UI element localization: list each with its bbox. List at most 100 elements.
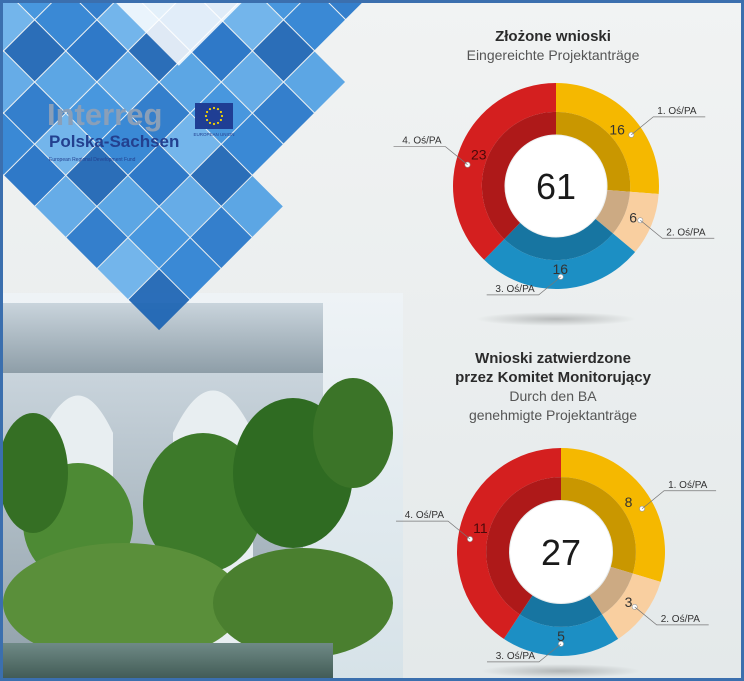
- eu-star: [219, 110, 223, 114]
- logo-diamond: [86, 3, 271, 66]
- callout-label: 3. Oś/PA: [495, 284, 535, 295]
- chart2-shadow: [481, 664, 641, 678]
- chart2-title-de-2: genehmigte Projektanträge: [468, 407, 638, 423]
- mosaic-tile: [159, 238, 221, 300]
- donut-total: 61: [536, 166, 576, 207]
- callout-line: [393, 146, 468, 165]
- callout-line: [631, 116, 706, 136]
- mosaic-tile: [159, 176, 221, 237]
- eu-star: [216, 121, 220, 125]
- donut-slice: [453, 83, 556, 260]
- donut-slice-inner: [519, 595, 603, 627]
- donut-value-label: 23: [471, 147, 487, 163]
- donut-slice-inner: [486, 477, 561, 615]
- mosaic-tile: [66, 207, 128, 268]
- eu-star: [220, 114, 224, 118]
- mosaic-tile: [4, 144, 66, 206]
- chart2-title: Wnioski zatwierdzone przez Komitet Monit…: [403, 349, 703, 425]
- mosaic-tile: [97, 51, 159, 113]
- mosaic-tile: [97, 113, 159, 175]
- mosaic-tile: [35, 113, 97, 175]
- mosaic-tile: [128, 82, 190, 144]
- mosaic-tile: [253, 3, 314, 20]
- eu-flag-icon: [195, 103, 233, 129]
- donut-value-label: 5: [557, 628, 565, 644]
- donut-slice-inner: [589, 566, 633, 615]
- donut-value-label: 11: [473, 520, 488, 536]
- mosaic-tile: [66, 20, 128, 82]
- mosaic-tile: [4, 82, 66, 144]
- chart1-title-de: Eingereichte Projektanträge: [466, 47, 640, 63]
- chart1-donut: 16 1. Oś/PA 6 2. Oś/PA 16 3. Oś/PA 23 4. Oś/PA 6…: [393, 83, 715, 296]
- mosaic-tile: [66, 3, 128, 20]
- callout-line: [641, 490, 717, 510]
- chart2-title-pl-1: Wnioski zatwierdzone: [475, 350, 631, 367]
- mosaic-tile: [221, 113, 283, 175]
- callout-label: 2. Oś/PA: [661, 614, 701, 625]
- mosaic-tile: [3, 3, 34, 51]
- donut-slice-inner: [556, 111, 631, 192]
- trees: [3, 378, 393, 663]
- mosaic-tile: [159, 51, 221, 113]
- mosaic-tile: [128, 269, 190, 331]
- donut-value-label: 8: [625, 494, 633, 510]
- donut-slice: [612, 191, 659, 252]
- chart1-shadow: [476, 312, 636, 326]
- mosaic-tile: [221, 176, 283, 237]
- mosaic-tile: [66, 144, 128, 206]
- callout-line: [396, 520, 471, 540]
- eu-star: [204, 114, 208, 118]
- callout-line: [634, 606, 709, 626]
- donut-center: [510, 501, 612, 603]
- donut-charts: 16 1. Oś/PA 6 2. Oś/PA 16 3. Oś/PA 23 4. Oś/PA 6…: [393, 83, 717, 678]
- mosaic-tile: [66, 82, 128, 144]
- donut-value-label: 3: [625, 594, 633, 610]
- donut-value-label: 16: [553, 261, 569, 277]
- donut-total: 27: [541, 532, 581, 573]
- eu-star: [212, 106, 216, 110]
- mosaic-tile: [97, 238, 159, 300]
- donut-slice: [561, 448, 665, 582]
- donut-value-label: 6: [629, 209, 637, 225]
- donut-slice: [457, 448, 561, 639]
- mosaic-tile: [190, 144, 252, 206]
- eu-star: [208, 121, 212, 125]
- donut-slice-inner: [595, 189, 630, 234]
- chart2-donut: 8 1. Oś/PA 3 2. Oś/PA 5 3. Oś/PA 11 4. Oś/PA 27: [396, 448, 717, 663]
- donut-slice-inner: [504, 218, 613, 261]
- mosaic-tile: [128, 207, 190, 268]
- mosaic-tile: [35, 176, 97, 237]
- chart1-title-pl: Złożone wnioski: [495, 28, 611, 45]
- callout-line: [640, 220, 715, 239]
- donut-slice-inner: [561, 477, 636, 574]
- eu-star: [208, 107, 212, 111]
- callout-line: [486, 276, 561, 296]
- callout-label: 4. Oś/PA: [405, 510, 445, 521]
- mosaic-tile: [4, 20, 66, 82]
- eu-star: [219, 118, 223, 122]
- eu-star: [212, 122, 216, 126]
- donut-slice: [602, 573, 661, 639]
- donut-slice: [484, 233, 636, 289]
- chart2-title-de-1: Durch den BA: [509, 388, 597, 404]
- eu-star: [205, 110, 209, 114]
- eu-label: EUROPEAN UNION: [193, 132, 234, 137]
- mosaic-tile: [128, 144, 190, 206]
- callout-label: 4. Oś/PA: [402, 136, 442, 147]
- donut-slice: [503, 614, 619, 657]
- donut-center: [505, 135, 607, 237]
- interreg-logo: Interreg Polska-Sachsen European Regiona…: [45, 95, 245, 180]
- chart2-title-pl-2: przez Komitet Monitorujący: [455, 369, 651, 386]
- donut-slice-inner: [481, 111, 556, 240]
- logo-fund: European Regional Development Fund: [49, 157, 136, 163]
- callout-line: [487, 643, 562, 663]
- logo-subtitle: Polska-Sachsen: [49, 132, 179, 151]
- callout-label: 1. Oś/PA: [657, 106, 697, 117]
- callout-label: 2. Oś/PA: [666, 227, 706, 238]
- mosaic-tile: [190, 207, 252, 268]
- donut-slice: [556, 83, 659, 194]
- mosaic-tile: [159, 113, 221, 175]
- callout-label: 3. Oś/PA: [496, 651, 536, 662]
- donut-value-label: 16: [609, 121, 625, 137]
